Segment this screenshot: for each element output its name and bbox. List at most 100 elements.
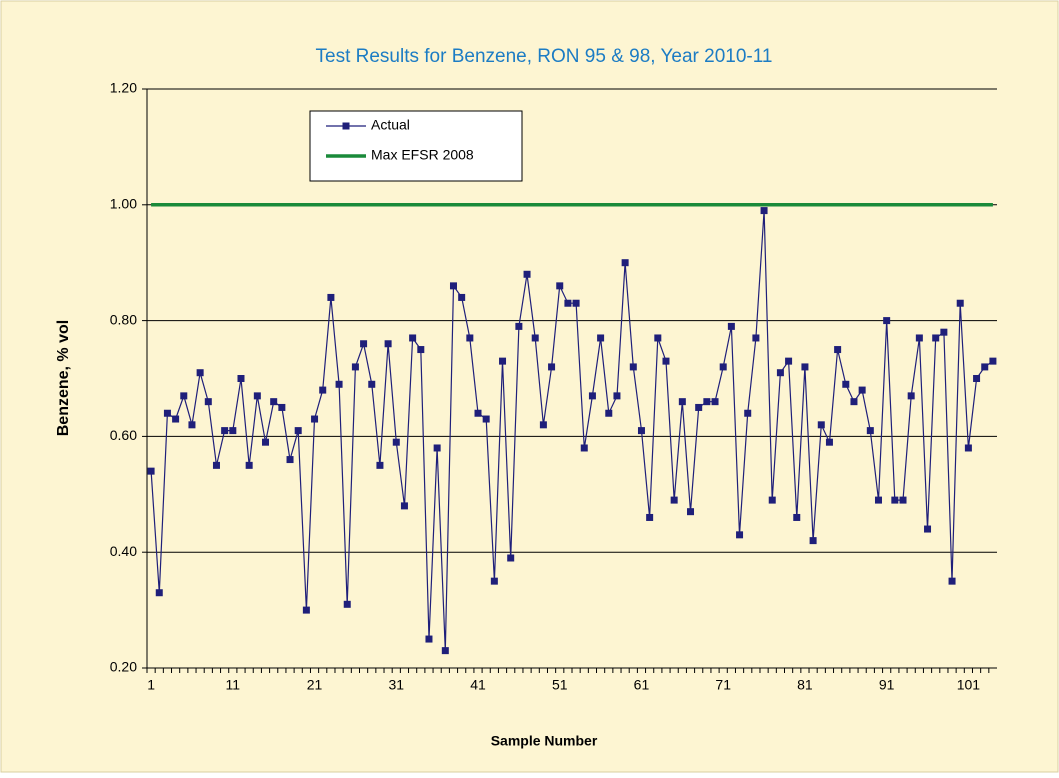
- x-tick-label: 71: [715, 677, 731, 693]
- data-point: [621, 259, 629, 267]
- data-point: [155, 589, 163, 597]
- data-point: [392, 438, 400, 446]
- data-point: [817, 421, 825, 429]
- y-tick-label: 0.40: [110, 543, 137, 559]
- data-point: [490, 577, 498, 585]
- data-point: [899, 496, 907, 504]
- data-point: [874, 496, 882, 504]
- data-point: [441, 647, 449, 655]
- x-tick-label: 1: [147, 677, 155, 693]
- data-point: [351, 363, 359, 371]
- data-point: [278, 403, 286, 411]
- data-point: [499, 357, 507, 365]
- y-tick-label: 0.80: [110, 311, 137, 327]
- data-point: [417, 346, 425, 354]
- legend-marker: [342, 122, 350, 130]
- data-point: [793, 513, 801, 521]
- data-point: [180, 392, 188, 400]
- data-point: [866, 427, 874, 435]
- data-point: [834, 346, 842, 354]
- data-point: [311, 415, 319, 423]
- data-point: [433, 444, 441, 452]
- legend-label: Actual: [371, 117, 410, 133]
- data-point: [556, 282, 564, 290]
- data-point: [703, 398, 711, 406]
- data-point: [948, 577, 956, 585]
- data-point: [237, 375, 245, 382]
- data-point: [768, 496, 776, 504]
- x-tick-label: 21: [307, 677, 323, 693]
- data-point: [785, 357, 793, 365]
- data-point: [523, 270, 531, 278]
- data-point: [858, 386, 866, 394]
- data-point: [883, 317, 891, 325]
- data-point: [964, 444, 972, 452]
- data-point: [507, 554, 515, 562]
- data-point: [409, 334, 417, 342]
- data-point: [531, 334, 539, 342]
- data-point: [262, 438, 270, 446]
- data-point: [695, 403, 703, 411]
- data-point: [924, 525, 932, 533]
- x-axis-label: Sample Number: [491, 733, 598, 749]
- data-point: [776, 369, 784, 377]
- x-tick-label: 91: [879, 677, 895, 693]
- data-point: [482, 415, 490, 423]
- data-point: [646, 513, 654, 521]
- data-point: [286, 456, 294, 464]
- data-point: [302, 606, 310, 614]
- data-point: [932, 334, 940, 342]
- data-point: [229, 427, 237, 435]
- data-point: [801, 363, 809, 371]
- y-tick-label: 0.60: [110, 427, 137, 443]
- data-point: [940, 328, 948, 336]
- data-point: [343, 600, 351, 608]
- data-point: [842, 380, 850, 388]
- data-point: [245, 461, 253, 469]
- data-point: [907, 392, 915, 400]
- data-point: [515, 322, 523, 330]
- data-point: [580, 444, 588, 452]
- data-point: [400, 502, 408, 510]
- data-point: [891, 496, 899, 504]
- data-point: [474, 409, 482, 417]
- y-axis-label: Benzene, % vol: [55, 320, 72, 436]
- data-point: [727, 322, 735, 330]
- y-tick-label: 1.20: [110, 80, 137, 96]
- data-point: [744, 409, 752, 417]
- data-point: [163, 409, 171, 417]
- chart-title: Test Results for Benzene, RON 95 & 98, Y…: [316, 46, 773, 67]
- data-point: [825, 438, 833, 446]
- data-point: [335, 380, 343, 388]
- x-tick-label: 101: [957, 677, 981, 693]
- data-point: [752, 334, 760, 342]
- data-point: [597, 334, 605, 342]
- data-point: [368, 380, 376, 388]
- data-point: [539, 421, 547, 429]
- data-point: [196, 369, 204, 377]
- data-point: [605, 409, 613, 417]
- data-point: [188, 421, 196, 429]
- data-point: [613, 392, 621, 400]
- data-point: [809, 537, 817, 545]
- data-point: [678, 398, 686, 406]
- data-point: [654, 334, 662, 342]
- data-point: [629, 363, 637, 371]
- x-tick-label: 31: [388, 677, 404, 693]
- data-point: [956, 299, 964, 307]
- data-point: [915, 334, 923, 342]
- data-point: [327, 293, 335, 301]
- data-point: [384, 340, 392, 348]
- x-tick-label: 11: [226, 677, 241, 693]
- data-point: [147, 467, 155, 475]
- x-tick-label: 41: [470, 677, 486, 693]
- data-point: [572, 299, 580, 307]
- data-point: [637, 427, 645, 435]
- data-point: [981, 363, 989, 371]
- data-point: [319, 386, 327, 394]
- data-point: [270, 398, 278, 406]
- data-point: [294, 427, 302, 435]
- data-point: [253, 392, 261, 400]
- data-point: [360, 340, 368, 348]
